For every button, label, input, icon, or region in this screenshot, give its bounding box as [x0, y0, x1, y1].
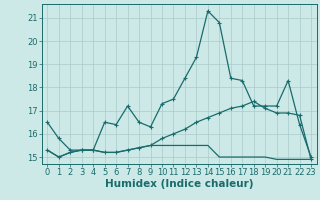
X-axis label: Humidex (Indice chaleur): Humidex (Indice chaleur)	[105, 179, 253, 189]
